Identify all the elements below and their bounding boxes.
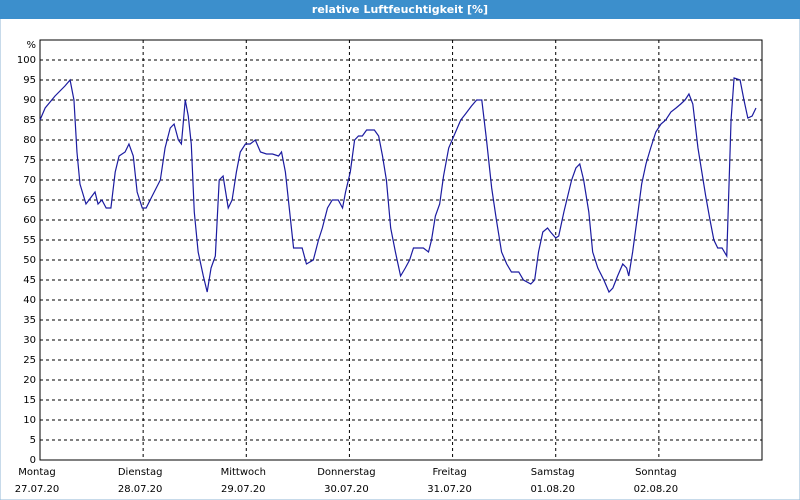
x-tick-label: Sonntag 02.08.20 (634, 467, 679, 495)
y-tick-label: 85 (23, 115, 36, 126)
y-tick-label: 60 (23, 215, 36, 226)
y-tick-label: 75 (23, 155, 36, 166)
y-tick-label: 70 (23, 175, 36, 186)
y-tick-label: 50 (23, 255, 36, 266)
x-tick-label: Samstag 01.08.20 (530, 467, 575, 495)
y-tick-label: 55 (23, 235, 36, 246)
x-tick-label: Freitag 31.07.20 (427, 467, 472, 495)
y-tick-label: 80 (23, 135, 36, 146)
window-title: relative Luftfeuchtigkeit [%] (312, 3, 488, 16)
y-tick-label: 10 (23, 415, 36, 426)
x-tick-label: Mittwoch 29.07.20 (221, 467, 266, 495)
y-tick-label: 95 (23, 75, 36, 86)
plot-area (39, 39, 763, 461)
x-tick-label: Montag 27.07.20 (15, 467, 60, 495)
y-tick-label: 30 (23, 335, 36, 346)
y-tick-label: 65 (23, 195, 36, 206)
y-tick-label: 45 (23, 275, 36, 286)
y-tick-label: 25 (23, 355, 36, 366)
y-tick-label: 90 (23, 95, 36, 106)
x-tick-label: Dienstag 28.07.20 (118, 467, 163, 495)
y-tick-label: 35 (23, 315, 36, 326)
y-tick-label: 15 (23, 395, 36, 406)
y-tick-label: 40 (23, 295, 36, 306)
x-tick-label: Donnerstag 30.07.20 (317, 467, 375, 495)
y-tick-label: 100 (17, 55, 36, 66)
y-tick-label: 0 (30, 455, 36, 466)
y-tick-label: 5 (30, 435, 36, 446)
y-axis-label: % (26, 40, 36, 51)
data-line (39, 77, 757, 294)
y-tick-label: 20 (23, 375, 36, 386)
title-bar (0, 0, 800, 19)
